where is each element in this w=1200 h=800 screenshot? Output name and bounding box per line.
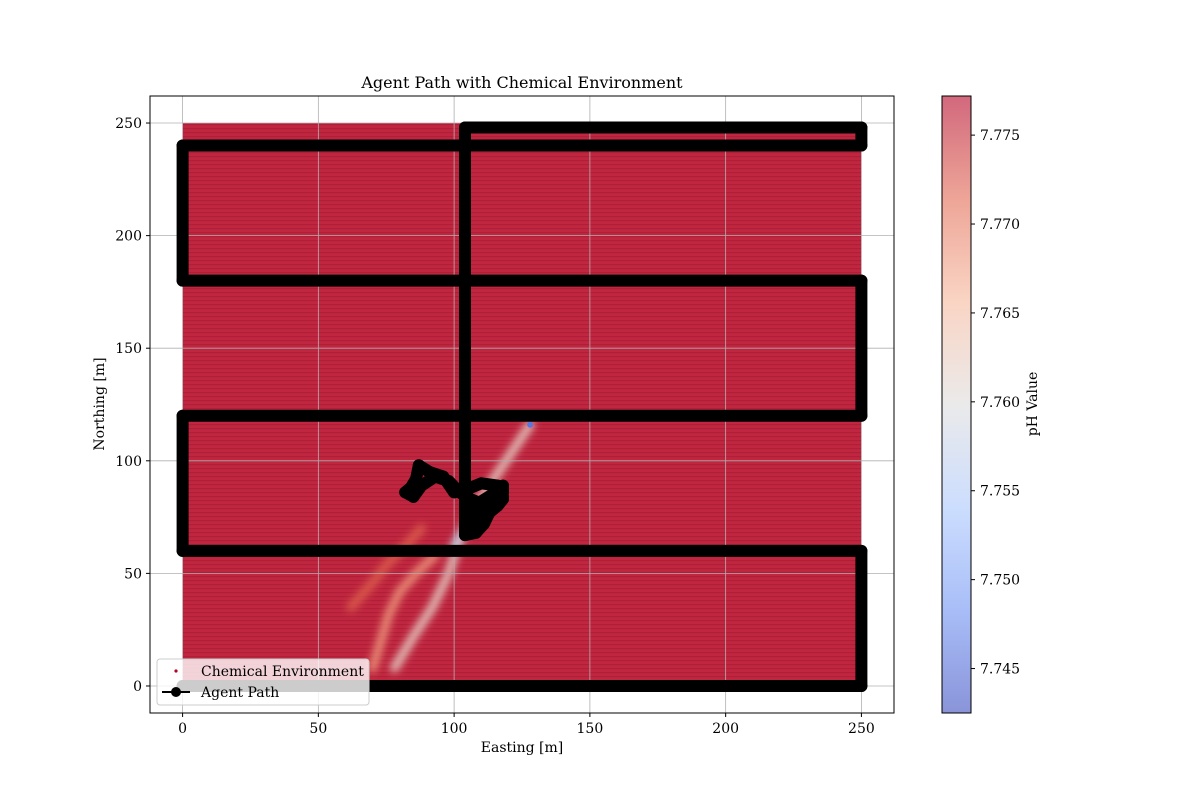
agent-path-point <box>855 544 868 557</box>
agent-path-point <box>176 139 189 152</box>
colorbar-tick-label: 7.765 <box>980 306 1020 322</box>
agent-path-point <box>477 517 490 530</box>
colorbar-gradient <box>942 96 971 713</box>
agent-path-point <box>176 274 189 287</box>
legend-label-environment: Chemical Environment <box>201 664 364 680</box>
colorbar-tick-label: 7.750 <box>980 573 1020 589</box>
agent-path-point <box>496 493 509 506</box>
colorbar-frame <box>941 95 972 714</box>
environment-field <box>182 123 862 686</box>
chart-title: Agent Path with Chemical Environment <box>360 73 683 92</box>
colorbar-tick-label: 7.755 <box>980 484 1020 500</box>
colorbar-ticks: 7.745 7.750 7.755 7.760 7.765 7.770 7.775 <box>971 128 1020 678</box>
plume-branch-left <box>368 550 440 673</box>
colorbar-label: pH Value <box>1025 372 1041 437</box>
legend: Chemical Environment Agent Path <box>156 658 370 706</box>
agent-path-point <box>483 506 496 519</box>
x-axis-ticks: 0 50 100 150 200 250 <box>178 713 875 737</box>
y-tick-label: 250 <box>115 116 142 132</box>
agent-path-point <box>429 470 442 483</box>
agent-path-point <box>486 488 499 501</box>
legend-marker-agent <box>171 687 181 697</box>
plume-branch-west <box>346 523 426 612</box>
agent-path-point <box>496 479 509 492</box>
x-tick-label: 0 <box>178 721 187 737</box>
agent-path-point <box>412 459 425 472</box>
y-tick-label: 200 <box>115 229 142 245</box>
agent-path-point <box>475 477 488 490</box>
agent-path-point <box>458 121 471 134</box>
agent-path-point <box>855 139 868 152</box>
agent-path-layer <box>176 121 868 692</box>
agent-path-point <box>442 475 455 488</box>
colorbar-tick-label: 7.760 <box>980 395 1020 411</box>
y-tick-label: 50 <box>124 566 142 582</box>
y-tick-label: 0 <box>133 679 142 695</box>
x-tick-label: 250 <box>848 721 875 737</box>
x-tick-label: 100 <box>441 721 468 737</box>
agent-path-point <box>458 517 471 530</box>
colorbar-tick-label: 7.770 <box>980 217 1020 233</box>
colorbar: 7.745 7.750 7.755 7.760 7.765 7.770 7.775 pH V… <box>941 95 1041 714</box>
y-tick-label: 150 <box>115 341 142 357</box>
plume-tip <box>527 421 534 428</box>
agent-path-point <box>461 508 474 521</box>
y-axis-ticks: 0 50 100 150 200 250 <box>115 116 150 695</box>
agent-path-point <box>855 274 868 287</box>
agent-path-point <box>467 499 480 512</box>
agent-path-point <box>453 486 466 499</box>
colorbar-tick-label: 7.745 <box>980 662 1020 678</box>
legend-label-agent: Agent Path <box>200 685 279 701</box>
agent-path-point <box>176 544 189 557</box>
agent-path-point <box>855 409 868 422</box>
agent-path-point <box>176 409 189 422</box>
agent-path-point <box>464 481 477 494</box>
legend-box <box>156 658 370 706</box>
chemical-environment-layer <box>182 123 862 686</box>
x-tick-label: 50 <box>309 721 327 737</box>
legend-marker-environment <box>174 669 178 673</box>
colorbar-tick-label: 7.775 <box>980 128 1020 144</box>
x-tick-label: 150 <box>577 721 604 737</box>
x-axis-label: Easting [m] <box>481 740 563 756</box>
agent-path-point <box>458 529 471 542</box>
y-tick-label: 100 <box>115 454 142 470</box>
agent-path-point <box>855 121 868 134</box>
x-tick-label: 200 <box>712 721 739 737</box>
agent-path-point <box>469 526 482 539</box>
agent-path-point <box>855 679 868 692</box>
y-axis-label: Northing [m] <box>92 357 108 450</box>
agent-path-point <box>407 490 420 503</box>
agent-path-point <box>415 479 428 492</box>
axes-frame <box>149 95 895 714</box>
